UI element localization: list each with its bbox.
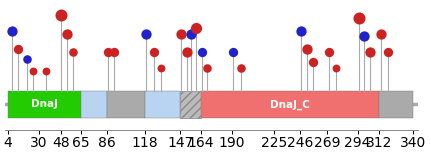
Point xyxy=(304,47,310,50)
Point xyxy=(203,67,210,70)
Point xyxy=(150,51,157,54)
Point xyxy=(111,51,117,54)
Point xyxy=(187,33,194,35)
Point xyxy=(43,70,50,72)
Bar xyxy=(107,91,145,118)
Point xyxy=(104,51,111,54)
Point xyxy=(199,51,206,54)
Bar xyxy=(81,91,107,118)
Point xyxy=(230,51,237,54)
Point xyxy=(193,26,200,29)
Point xyxy=(310,61,316,63)
Point xyxy=(9,30,16,32)
Point xyxy=(366,51,373,54)
Point xyxy=(57,14,64,16)
Point xyxy=(356,16,362,19)
Bar xyxy=(201,91,379,118)
Point xyxy=(325,51,332,54)
Bar xyxy=(180,91,201,118)
Point xyxy=(143,33,150,35)
Text: DnaJ_C: DnaJ_C xyxy=(270,99,310,110)
Point xyxy=(360,35,367,37)
Point xyxy=(384,51,391,54)
Bar xyxy=(379,91,413,118)
Point xyxy=(237,67,244,70)
Point xyxy=(184,51,191,54)
Point xyxy=(298,30,304,32)
Point xyxy=(69,51,76,54)
Point xyxy=(377,33,384,35)
Point xyxy=(15,47,22,50)
Bar xyxy=(8,91,81,118)
Bar xyxy=(145,91,180,118)
Point xyxy=(24,57,31,60)
Point xyxy=(178,33,185,35)
Point xyxy=(30,70,37,72)
Point xyxy=(63,33,70,35)
Point xyxy=(332,67,339,70)
Text: DnaJ: DnaJ xyxy=(31,99,58,109)
Point xyxy=(157,67,164,70)
